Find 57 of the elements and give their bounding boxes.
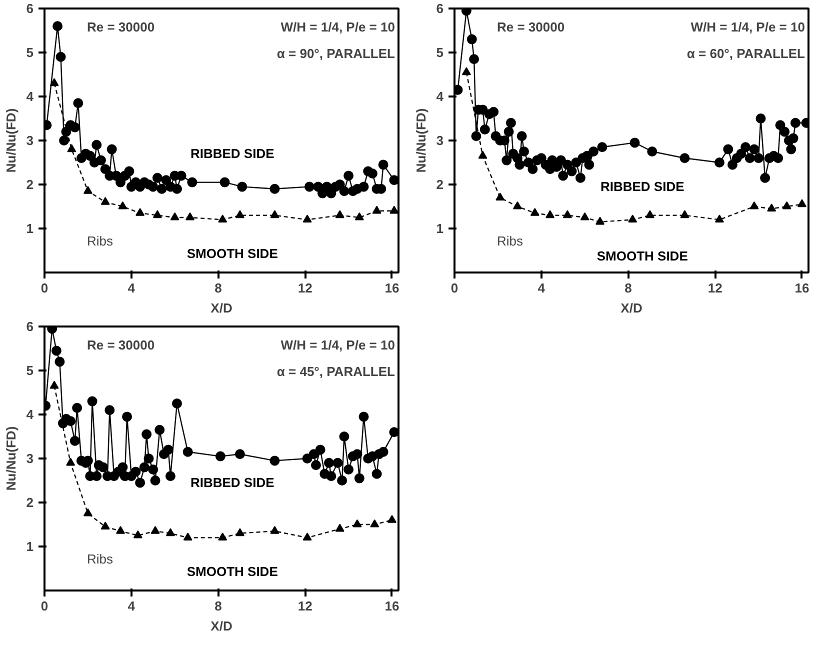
annotation: α = 45°, PARALLEL [276,364,396,379]
x-tick-label: 4 [128,280,136,296]
annotation: Ribs [496,233,524,248]
annotation: Ribs [86,233,114,248]
y-tick-label: 6 [436,1,444,16]
annotation: Ribs [86,551,114,566]
x-tick-label: 16 [384,280,400,296]
annotation: Re = 30000 [496,19,565,34]
y-tick-label: 4 [436,89,444,104]
y-tick-label: 3 [436,133,444,148]
y-tick-label: 5 [26,363,34,378]
y-axis-title: Nu/Nu(FD) [413,108,428,173]
x-tick-label: 4 [128,598,136,614]
x-axis-title: X/D [210,618,232,634]
series-label: RIBBED SIDE [190,146,275,162]
x-tick-label: 12 [298,598,312,614]
annotation: W/H = 1/4, P/e = 10 [690,19,805,34]
annotation: W/H = 1/4, P/e = 10 [280,19,395,34]
y-tick-label: 1 [26,221,34,236]
y-axis-title: Nu/Nu(FD) [3,426,18,491]
annotation: α = 60°, PARALLEL [686,46,806,61]
y-tick-label: 6 [26,319,34,334]
annotation: α = 90°, PARALLEL [276,46,396,61]
x-axis-title: X/D [620,300,642,316]
y-tick-label: 5 [436,45,444,60]
x-tick-label: 16 [384,598,400,614]
series-label: SMOOTH SIDE [186,564,278,580]
x-tick-label: 4 [538,280,546,296]
y-tick-label: 5 [26,45,34,60]
annotation: W/H = 1/4, P/e = 10 [280,337,395,352]
series-label: SMOOTH SIDE [596,248,688,264]
x-tick-label: 12 [708,280,722,296]
series-label: RIBBED SIDE [190,475,275,490]
text: SMOOTH SIDE [186,246,278,262]
x-tick-label: 0 [450,280,458,296]
x-tick-label: 8 [214,280,222,296]
y-tick-label: 3 [26,133,34,148]
x-tick-label: 8 [214,598,222,614]
y-axis-title: Nu/Nu(FD) [3,108,18,173]
x-tick-label: 12 [298,280,312,296]
y-tick-label: 1 [26,539,34,554]
y-tick-label: 2 [26,495,34,510]
x-tick-label: 16 [794,280,810,296]
y-tick-label: 4 [26,89,34,104]
y-tick-label: 3 [26,451,34,466]
x-tick-label: 0 [40,598,48,614]
annotation: Re = 30000 [86,19,155,34]
series-label: RIBBED SIDE [600,179,685,194]
y-tick-label: 6 [26,1,34,16]
annotation: Re = 30000 [86,337,155,352]
x-tick-label: 8 [624,280,632,296]
x-tick-label: 0 [40,280,48,296]
y-tick-label: 2 [436,177,444,192]
x-axis-title: X/D [210,300,232,316]
y-tick-label: 4 [26,407,34,422]
y-tick-label: 1 [436,221,444,236]
y-tick-label: 2 [26,177,34,192]
